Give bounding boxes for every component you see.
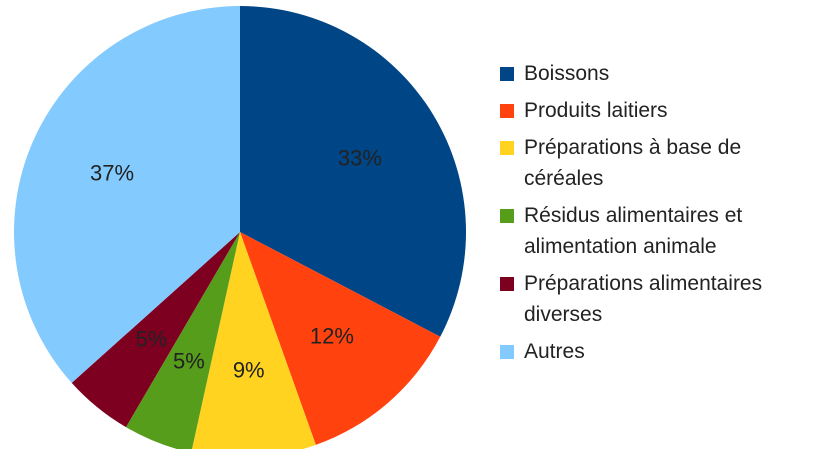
legend-entry: Boissons [500, 58, 820, 89]
legend-swatch [500, 345, 514, 359]
legend-swatch [500, 209, 514, 223]
legend-entry: Préparations alimentaires diverses [500, 268, 820, 330]
data-label: 33% [338, 145, 382, 170]
pie: 33% 12% 9% 5%5% 37% [13, 6, 466, 449]
legend-swatch [500, 104, 514, 118]
pie-slice [125, 232, 240, 449]
legend-entry: Résidus alimentaires et alimentation ani… [500, 200, 820, 262]
legend-entry: Produits laitiers [500, 95, 820, 126]
data-label: 37% [90, 161, 134, 186]
legend-label: Préparations alimentaires diverses [524, 272, 763, 326]
data-label: 5% [136, 326, 168, 351]
legend-swatch [500, 277, 514, 291]
legend-label: Résidus alimentaires et alimentation ani… [524, 204, 743, 258]
data-label: 9% [233, 358, 265, 383]
pie-slice [191, 232, 316, 449]
data-label: 5% [173, 348, 205, 373]
legend-label: Produits laitiers [524, 99, 668, 122]
legend-label: Préparations à base de céréales [524, 136, 742, 190]
pie-slice [71, 232, 240, 428]
legend-label: Autres [524, 340, 585, 363]
legend-label: Boissons [524, 62, 610, 85]
pie-slice [240, 6, 466, 337]
legend-swatch [500, 141, 514, 155]
legend-swatch [500, 67, 514, 81]
pie-slice [240, 232, 441, 445]
pie-slice [13, 6, 241, 383]
legend: Boissons Produits laitiers Préparations à … [500, 58, 820, 373]
data-label: 12% [310, 324, 354, 349]
legend-entry: Préparations à base de céréales [500, 132, 820, 194]
legend-entry: Autres [500, 336, 820, 367]
